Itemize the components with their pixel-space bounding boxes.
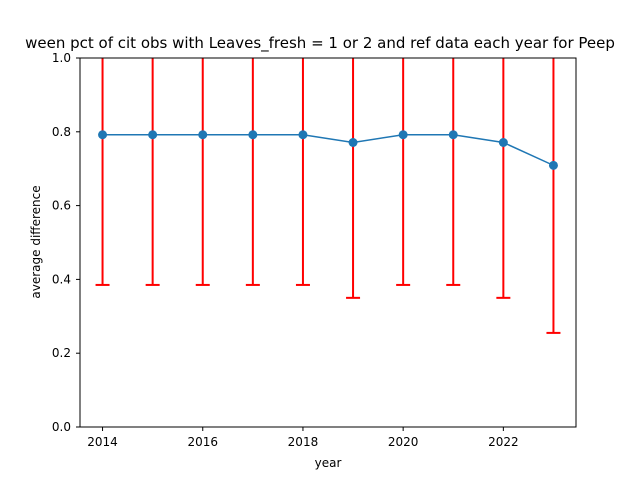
- data-point: [248, 130, 258, 140]
- data-point: [398, 130, 408, 140]
- data-point: [448, 130, 458, 140]
- x-tick-label: 2018: [288, 435, 319, 449]
- y-tick-label: 0.6: [52, 199, 71, 213]
- series-line: [102, 134, 554, 167]
- y-tick-label: 0.0: [52, 420, 71, 434]
- data-point: [198, 130, 208, 140]
- y-tick-label: 1.0: [52, 51, 71, 65]
- chart-title: ween pct of cit obs with Leaves_fresh = …: [25, 34, 615, 52]
- chart-title-container: ween pct of cit obs with Leaves_fresh = …: [0, 0, 640, 70]
- y-axis-label: average difference: [29, 185, 43, 298]
- y-tick-label: 0.2: [52, 346, 71, 360]
- data-point: [298, 130, 308, 140]
- series-group: [95, 58, 561, 334]
- data-point: [148, 130, 158, 140]
- axes-frame: [79, 57, 577, 428]
- data-point: [498, 138, 508, 148]
- x-tick-label: 2020: [388, 435, 419, 449]
- x-tick-label: 2022: [488, 435, 519, 449]
- plot-area: [95, 58, 561, 334]
- data-point: [98, 130, 108, 140]
- x-tick-label: 2016: [187, 435, 218, 449]
- x-axis-label: year: [315, 456, 342, 470]
- data-point: [348, 138, 358, 148]
- data-point: [548, 160, 558, 170]
- axes: 2014 2016 2018 2020 2022 0.0 0.2 0.4 0.6 0.8 1.0: [52, 51, 577, 449]
- x-tick-label: 2014: [87, 435, 118, 449]
- y-tick-label: 0.8: [52, 125, 71, 139]
- y-tick-label: 0.4: [52, 272, 71, 286]
